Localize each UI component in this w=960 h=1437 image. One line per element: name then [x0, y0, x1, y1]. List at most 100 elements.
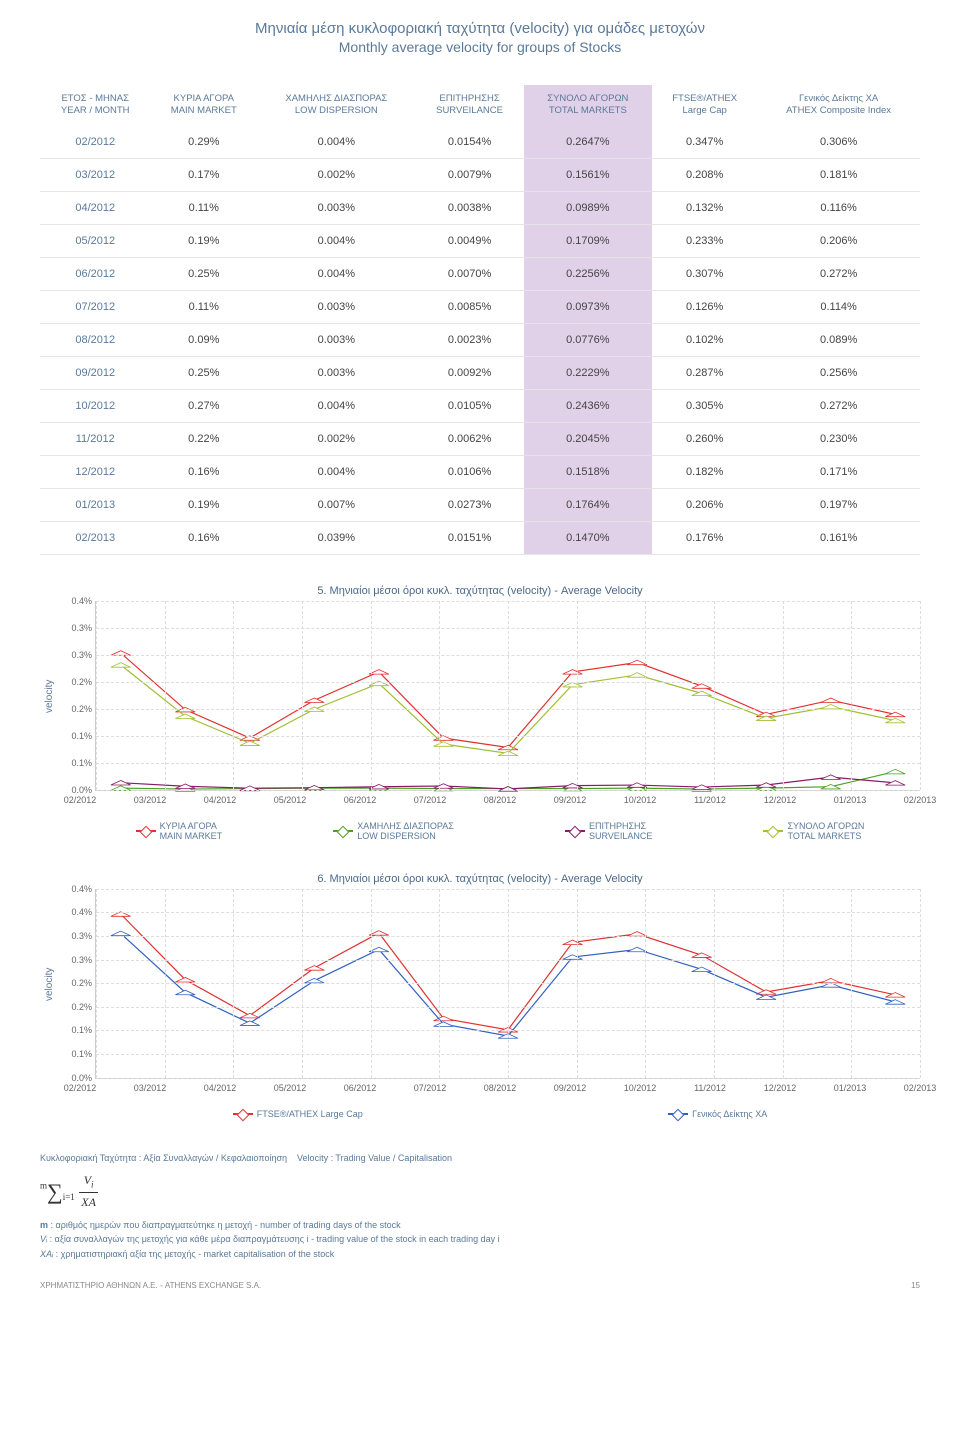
value-cell: 0.0273% [416, 488, 524, 521]
title-greek: Μηνιαία μέση κυκλοφοριακή ταχύτητα (velo… [40, 20, 920, 37]
period-cell: 07/2012 [40, 290, 150, 323]
x-tick-label: 02/2013 [904, 1083, 937, 1093]
table-row: 02/20130.16%0.039%0.0151%0.1470%0.176%0.… [40, 521, 920, 554]
footer-left: ΧΡΗΜΑΤΙΣΤΗΡΙΟ ΑΘΗΝΩΝ Α.Ε. - ATHENS EXCHA… [40, 1281, 261, 1290]
value-cell: 0.126% [652, 290, 757, 323]
y-tick-label: 0.4% [54, 907, 92, 917]
value-cell: 0.260% [652, 422, 757, 455]
table-header-col-5: FTSE®/ATHEXLarge Cap [652, 85, 757, 126]
value-cell: 0.1764% [524, 488, 653, 521]
y-tick-label: 0.1% [54, 1049, 92, 1059]
x-tick-label: 10/2012 [624, 795, 657, 805]
value-cell: 0.305% [652, 389, 757, 422]
x-tick-label: 08/2012 [484, 1083, 517, 1093]
table-row: 09/20120.25%0.003%0.0092%0.2229%0.287%0.… [40, 356, 920, 389]
value-cell: 0.233% [652, 224, 757, 257]
period-cell: 12/2012 [40, 455, 150, 488]
value-cell: 0.004% [257, 389, 415, 422]
value-cell: 0.0070% [416, 257, 524, 290]
title-english: Monthly average velocity for groups of S… [40, 39, 920, 55]
x-tick-label: 07/2012 [414, 1083, 447, 1093]
chart-1-y-label: velocity [40, 601, 55, 791]
value-cell: 0.22% [150, 422, 257, 455]
chart-2-block: 6. Μηνιαίοι μέσοι όροι κυκλ. ταχύτητας (… [40, 873, 920, 1121]
table-row: 01/20130.19%0.007%0.0273%0.1764%0.206%0.… [40, 488, 920, 521]
value-cell: 0.0062% [416, 422, 524, 455]
value-cell: 0.0151% [416, 521, 524, 554]
value-cell: 0.003% [257, 191, 415, 224]
value-cell: 0.1518% [524, 455, 653, 488]
period-cell: 08/2012 [40, 323, 150, 356]
value-cell: 0.2436% [524, 389, 653, 422]
table-row: 07/20120.11%0.003%0.0085%0.0973%0.126%0.… [40, 290, 920, 323]
x-tick-label: 07/2012 [414, 795, 447, 805]
value-cell: 0.0154% [416, 126, 524, 159]
value-cell: 0.003% [257, 290, 415, 323]
value-cell: 0.19% [150, 224, 257, 257]
period-cell: 06/2012 [40, 257, 150, 290]
y-tick-label: 0.2% [54, 978, 92, 988]
value-cell: 0.114% [757, 290, 920, 323]
y-tick-label: 0.0% [54, 785, 92, 795]
table-row: 03/20120.17%0.002%0.0079%0.1561%0.208%0.… [40, 158, 920, 191]
value-cell: 0.132% [652, 191, 757, 224]
value-cell: 0.002% [257, 158, 415, 191]
value-cell: 0.19% [150, 488, 257, 521]
y-tick-label: 0.1% [54, 731, 92, 741]
y-tick-label: 0.3% [54, 931, 92, 941]
value-cell: 0.1470% [524, 521, 653, 554]
value-cell: 0.11% [150, 191, 257, 224]
table-header-col-3: ΕΠΙΤΗΡΗΣΗΣSURVEILANCE [416, 85, 524, 126]
x-tick-label: 04/2012 [204, 795, 237, 805]
value-cell: 0.09% [150, 323, 257, 356]
y-tick-label: 0.1% [54, 758, 92, 768]
footnote-def-en: Velocity : Trading Value / Capitalisatio… [297, 1153, 452, 1163]
y-tick-label: 0.1% [54, 1025, 92, 1035]
value-cell: 0.0776% [524, 323, 653, 356]
footnotes: Κυκλοφοριακή Ταχύτητα : Αξία Συναλλαγών … [40, 1151, 920, 1262]
legend-item: ΧΑΜΗΛΗΣ ΔΙΑΣΠΟΡΑΣLOW DISPERSION [333, 821, 454, 841]
chart-1-title: 5. Μηνιαίοι μέσοι όροι κυκλ. ταχύτητας (… [40, 585, 920, 597]
table-row: 10/20120.27%0.004%0.0105%0.2436%0.305%0.… [40, 389, 920, 422]
value-cell: 0.0989% [524, 191, 653, 224]
table-header-col-1: ΚΥΡΙΑ ΑΓΟΡΑMAIN MARKET [150, 85, 257, 126]
x-tick-label: 05/2012 [274, 1083, 307, 1093]
value-cell: 0.256% [757, 356, 920, 389]
x-tick-label: 12/2012 [764, 795, 797, 805]
value-cell: 0.161% [757, 521, 920, 554]
value-cell: 0.1709% [524, 224, 653, 257]
x-tick-label: 01/2013 [834, 1083, 867, 1093]
table-row: 06/20120.25%0.004%0.0070%0.2256%0.307%0.… [40, 257, 920, 290]
chart-2-y-label: velocity [40, 889, 55, 1079]
x-tick-label: 09/2012 [554, 1083, 587, 1093]
period-cell: 09/2012 [40, 356, 150, 389]
value-cell: 0.0973% [524, 290, 653, 323]
x-tick-label: 06/2012 [344, 1083, 377, 1093]
legend-item: FTSE®/ATHEX Large Cap [233, 1109, 363, 1119]
formula: m∑i=1 ViXA [40, 1171, 920, 1212]
y-tick-label: 0.3% [54, 650, 92, 660]
value-cell: 0.306% [757, 126, 920, 159]
value-cell: 0.003% [257, 356, 415, 389]
value-cell: 0.272% [757, 389, 920, 422]
value-cell: 0.0085% [416, 290, 524, 323]
footnote-xa: XAᵢ : χρηματιστηριακή αξία της μετοχής -… [40, 1247, 920, 1261]
chart-2-x-labels: 02/201203/201204/201205/201206/201207/20… [80, 1083, 920, 1097]
value-cell: 0.16% [150, 455, 257, 488]
value-cell: 0.29% [150, 126, 257, 159]
value-cell: 0.16% [150, 521, 257, 554]
y-tick-label: 0.3% [54, 623, 92, 633]
y-tick-label: 0.4% [54, 884, 92, 894]
value-cell: 0.25% [150, 257, 257, 290]
period-cell: 03/2012 [40, 158, 150, 191]
value-cell: 0.181% [757, 158, 920, 191]
value-cell: 0.2229% [524, 356, 653, 389]
footnote-def-gr: Κυκλοφοριακή Ταχύτητα : Αξία Συναλλαγών … [40, 1153, 287, 1163]
value-cell: 0.089% [757, 323, 920, 356]
value-cell: 0.1561% [524, 158, 653, 191]
table-row: 11/20120.22%0.002%0.0062%0.2045%0.260%0.… [40, 422, 920, 455]
footer-right: 15 [911, 1281, 920, 1290]
page-footer: ΧΡΗΜΑΤΙΣΤΗΡΙΟ ΑΘΗΝΩΝ Α.Ε. - ATHENS EXCHA… [40, 1281, 920, 1290]
value-cell: 0.347% [652, 126, 757, 159]
x-tick-label: 03/2012 [134, 1083, 167, 1093]
